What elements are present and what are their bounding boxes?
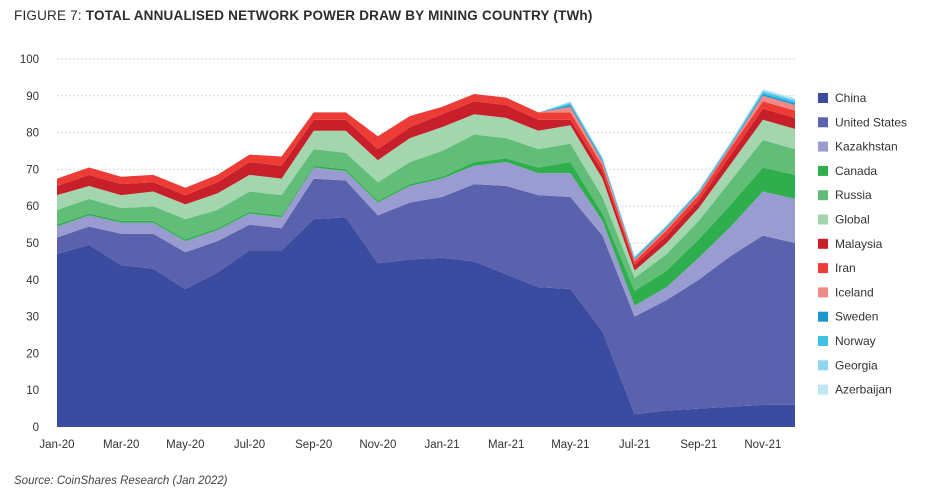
x-tick-label: Jul-20 bbox=[234, 439, 265, 451]
legend-label: Russia bbox=[835, 188, 872, 202]
y-tick-label: 90 bbox=[26, 91, 39, 103]
legend-label: Kazakhstan bbox=[835, 140, 898, 154]
legend-swatch bbox=[818, 336, 828, 346]
x-tick-label: Jan-21 bbox=[424, 439, 459, 451]
legend-label: Norway bbox=[835, 334, 876, 348]
y-tick-label: 50 bbox=[26, 238, 39, 250]
series-area-kazakhstan bbox=[57, 162, 795, 317]
legend-swatch bbox=[818, 214, 828, 225]
legend-swatch bbox=[818, 311, 828, 322]
legend-label: China bbox=[835, 91, 867, 105]
x-tick-label: May-21 bbox=[551, 439, 589, 451]
legend-label: Iceland bbox=[835, 285, 874, 299]
legend-label: Georgia bbox=[835, 358, 878, 372]
source-note: Source: CoinShares Research (Jan 2022) bbox=[14, 475, 228, 487]
legend-swatch bbox=[818, 93, 828, 103]
legend-swatch bbox=[818, 360, 828, 371]
legend-label: Iran bbox=[835, 261, 856, 275]
y-tick-label: 80 bbox=[26, 128, 39, 140]
x-tick-label: May-20 bbox=[166, 439, 204, 451]
legend-swatch bbox=[818, 263, 828, 274]
x-tick-label: Jul-21 bbox=[619, 439, 650, 451]
y-tick-label: 100 bbox=[20, 54, 39, 66]
legend-label: United States bbox=[835, 115, 907, 129]
legend-label: Global bbox=[835, 213, 870, 227]
y-tick-label: 10 bbox=[26, 385, 39, 397]
legend: China United States Kazakhstan Canada Russia… bbox=[818, 91, 907, 397]
x-tick-label: Nov-21 bbox=[744, 439, 781, 451]
series-area-russia bbox=[57, 134, 795, 291]
y-tick-label: 0 bbox=[33, 422, 39, 434]
figure-number: FIGURE 7: bbox=[14, 8, 82, 23]
x-tick-label: Sep-21 bbox=[680, 439, 717, 451]
legend-label: Sweden bbox=[835, 310, 878, 324]
legend-swatch bbox=[818, 190, 828, 201]
x-axis: Jan-20 Mar-20 May-20 Jul-20 Sep-20 Nov-20 Jan-… bbox=[39, 439, 781, 451]
legend-swatch bbox=[818, 238, 828, 249]
chart-title: TOTAL ANNUALISED NETWORK POWER DRAW BY M… bbox=[85, 8, 593, 23]
x-tick-label: Nov-20 bbox=[359, 439, 396, 451]
y-tick-label: 60 bbox=[26, 201, 39, 213]
y-tick-label: 70 bbox=[26, 164, 39, 176]
x-tick-label: Sep-20 bbox=[295, 439, 332, 451]
x-tick-label: Jan-20 bbox=[39, 439, 74, 451]
y-tick-label: 40 bbox=[26, 275, 39, 287]
legend-label: Azerbaijan bbox=[835, 383, 892, 397]
legend-swatch bbox=[818, 287, 828, 298]
x-tick-label: Mar-21 bbox=[488, 439, 524, 451]
legend-swatch bbox=[818, 117, 828, 128]
x-tick-label: Mar-20 bbox=[103, 439, 139, 451]
legend-label: Canada bbox=[835, 164, 877, 178]
y-tick-label: 20 bbox=[26, 348, 39, 360]
legend-swatch bbox=[818, 384, 828, 395]
chart-areas bbox=[57, 89, 795, 427]
y-tick-label: 30 bbox=[26, 312, 39, 324]
figure-title: FIGURE 7: TOTAL ANNUALISED NETWORK POWER… bbox=[14, 8, 593, 23]
legend-label: Malaysia bbox=[835, 237, 883, 251]
series-area-china bbox=[57, 217, 795, 427]
series-area-united-states bbox=[57, 178, 795, 415]
series-area-global bbox=[57, 114, 795, 278]
y-axis: 0 10 20 30 40 50 60 70 80 90 100 bbox=[20, 54, 39, 434]
legend-swatch bbox=[818, 141, 828, 152]
legend-swatch bbox=[818, 165, 828, 176]
